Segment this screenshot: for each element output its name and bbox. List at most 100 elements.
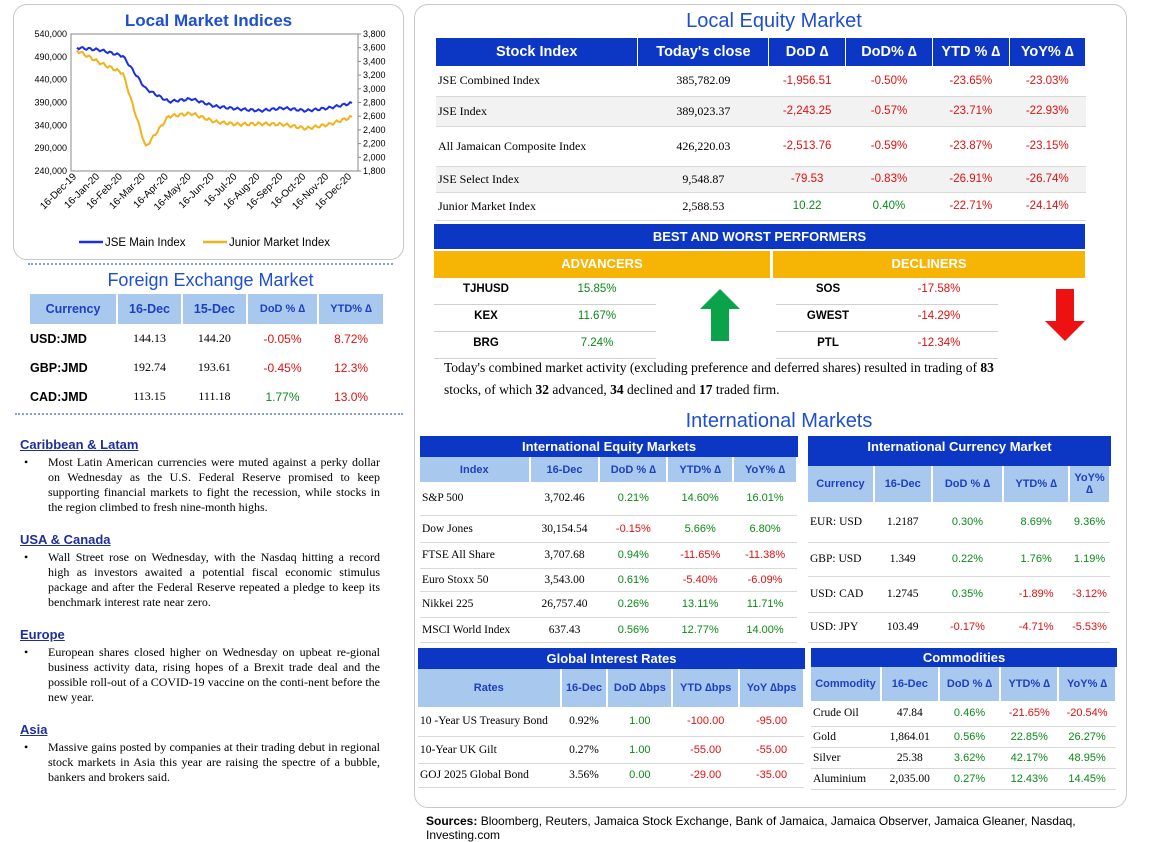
equity-row: JSE Combined Index 385,782.09 -1,956.51 -0.… bbox=[436, 66, 1086, 96]
intl-equity-name: Nikkei 225 bbox=[422, 598, 474, 610]
rates-dod: 0.00 bbox=[629, 769, 651, 781]
equity-close: 426,220.03 bbox=[676, 138, 731, 153]
equity-dod: -79.53 bbox=[790, 173, 824, 185]
news-item: Asia Massive gains posted by companies at… bbox=[20, 722, 380, 785]
equity-ytd: -23.65% bbox=[949, 74, 993, 87]
performer-change: 15.85% bbox=[577, 283, 617, 295]
intl-equity-dod: 0.56% bbox=[617, 623, 649, 636]
intl-equity-value: 637.43 bbox=[548, 623, 581, 636]
intl-equity-row: Dow Jones 30,154.54 -0.15% 5.66% 6.80% bbox=[420, 515, 797, 542]
intl-currency-header-cell: YoY% ∆ bbox=[1069, 466, 1111, 502]
intl-currency-yoy: 9.36% bbox=[1073, 515, 1106, 528]
equity-yoy: -22.93% bbox=[1025, 105, 1069, 117]
intl-equity-yoy: -11.38% bbox=[744, 549, 786, 561]
news-heading: Asia bbox=[20, 722, 48, 737]
commodities-dod: 0.56% bbox=[953, 730, 986, 743]
news-heading: Caribbean & Latam bbox=[20, 437, 139, 452]
commodities-value: 2,035.00 bbox=[889, 772, 930, 785]
right-tick-label: 2,600 bbox=[363, 111, 386, 121]
right-tick-label: 3,400 bbox=[363, 56, 386, 66]
right-tick-label: 2,400 bbox=[363, 125, 386, 135]
equity-row: Junior Market Index 2,588.53 10.22 0.40% -22… bbox=[436, 192, 1086, 220]
news-heading: Europe bbox=[20, 627, 65, 642]
intl-currency-value: 1.349 bbox=[889, 553, 916, 565]
performer-symbol: BRG bbox=[473, 337, 499, 349]
market-summary: Today's combined market activity (exclud… bbox=[444, 357, 1084, 401]
advancers-list: TJHUSD 15.85% KEX 11.67% BRG 7.24% bbox=[434, 278, 656, 359]
rates-title: Global Interest Rates bbox=[418, 648, 805, 669]
equity-row: JSE Select Index 9,548.87 -79.53 -0.83% -26.… bbox=[436, 166, 1086, 192]
rates-header-cell: YTD ∆bps bbox=[672, 669, 741, 707]
fx-value: 113.15 bbox=[133, 389, 166, 403]
commodities-header-cell: YTD% ∆ bbox=[1000, 667, 1060, 701]
equity-index-name: JSE Index bbox=[438, 103, 487, 118]
decliners-list: SOS -17.58% GWEST -14.29% PTL -12.34% bbox=[776, 278, 998, 359]
left-tick-label: 490,000 bbox=[34, 52, 67, 62]
commodities-header-cell: Commodity bbox=[811, 667, 882, 701]
intl-currency-row: GBP: USD 1.349 0.22% 1.76% 1.19% bbox=[808, 542, 1110, 576]
summary-declined: 34 bbox=[610, 382, 624, 397]
legend-junior-label: Junior Market Index bbox=[229, 237, 330, 249]
fx-currency: USD:JMD bbox=[30, 331, 87, 346]
rates-name: GOJ 2025 Global Bond bbox=[420, 769, 529, 781]
commodities-value: 25.38 bbox=[896, 751, 923, 764]
performer-row: SOS -17.58% bbox=[776, 278, 998, 305]
equity-header-cell: Today's close bbox=[637, 38, 770, 66]
intl-equity-title: International Equity Markets bbox=[420, 436, 798, 457]
performer-row: PTL -12.34% bbox=[776, 332, 998, 359]
commodities-row: Silver 25.38 3.62% 42.17% 48.95% bbox=[811, 747, 1116, 768]
intl-currency-row: USD: CAD 1.2745 0.35% -1.89% -3.12% bbox=[808, 576, 1110, 612]
intl-currency-value: 103.49 bbox=[886, 621, 919, 633]
intl-currency-dod: 0.22% bbox=[951, 553, 984, 565]
equity-ytd: -23.71% bbox=[949, 105, 993, 117]
performer-row: GWEST -14.29% bbox=[776, 305, 998, 332]
rates-dod: 1.00 bbox=[629, 715, 651, 728]
rates-row: GOJ 2025 Global Bond 3.56% 0.00 -29.00 -35.0… bbox=[418, 763, 804, 787]
local-indices-title: Local Market Indices bbox=[124, 11, 293, 30]
intl-currency-name: USD: CAD bbox=[810, 588, 864, 600]
intl-equity-row: FTSE All Share 3,707.68 0.94% -11.65% -11.38… bbox=[420, 542, 797, 568]
performer-change: -17.58% bbox=[917, 283, 961, 295]
intl-equity-header-cell: YoY% ∆ bbox=[733, 457, 798, 482]
left-tick-label: 240,000 bbox=[34, 166, 67, 176]
rates-yoy: -95.00 bbox=[755, 715, 788, 728]
commodities-value: 1,864.01 bbox=[889, 730, 930, 743]
intl-equity-row: S&P 500 3,702.46 0.21% 14.60% 16.01% bbox=[420, 482, 797, 515]
performer-symbol: SOS bbox=[815, 283, 841, 295]
rates-row: 10-Year UK Gilt 0.27% 1.00 -55.00 -55.00 bbox=[418, 736, 804, 763]
news-text: Wall Street rose on Wednesday, with the … bbox=[20, 550, 380, 610]
intl-equity-name: FTSE All Share bbox=[422, 549, 495, 561]
equity-yoy: -23.15% bbox=[1025, 140, 1069, 152]
performer-symbol: PTL bbox=[817, 337, 839, 349]
fx-row: GBP:JMD 192.74 193.61 -0.45% 12.3% bbox=[30, 353, 384, 382]
jse-main-series-line bbox=[76, 45, 353, 114]
intl-currency-yoy: 1.19% bbox=[1073, 553, 1106, 565]
fx-value: 192.74 bbox=[133, 360, 166, 374]
intl-equity-dod: 0.21% bbox=[617, 492, 649, 505]
intl-equity-dod: 0.26% bbox=[617, 598, 649, 610]
intl-currency-row: EUR: USD 1.2187 0.30% 8.69% 9.36% bbox=[808, 502, 1110, 542]
summary-advanced: 32 bbox=[535, 382, 550, 397]
rates-row: 10 -Year US Treasury Bond 0.92% 1.00 -100.0… bbox=[418, 707, 804, 736]
intl-equity-value: 3,702.46 bbox=[544, 492, 585, 505]
commodities-header-cell: YoY% ∆ bbox=[1058, 667, 1117, 701]
intl-equity-header-cell: Index bbox=[420, 457, 531, 482]
rates-dod: 1.00 bbox=[629, 743, 651, 756]
rates-header-cell: YoY ∆bps bbox=[739, 669, 805, 707]
left-tick-label: 390,000 bbox=[34, 98, 67, 108]
intl-currency-header-cell: YTD% ∆ bbox=[1003, 466, 1071, 502]
equity-dod: -2,513.76 bbox=[782, 140, 832, 152]
fx-row: CAD:JMD 113.15 111.18 1.77% 13.0% bbox=[30, 382, 384, 411]
intl-equity-yoy: -6.09% bbox=[747, 573, 783, 586]
advancers-label: ADVANCERS bbox=[434, 251, 770, 278]
right-tick-label: 3,800 bbox=[363, 29, 386, 39]
sources-label: Sources: bbox=[426, 814, 478, 828]
commodities-row: Gold 1,864.01 0.56% 22.85% 26.27% bbox=[811, 726, 1116, 747]
intl-currency-header-cell: Currency bbox=[808, 466, 875, 502]
news-text: Most Latin American currencies were mute… bbox=[20, 455, 380, 515]
performer-row: KEX 11.67% bbox=[434, 305, 656, 332]
equity-dod: 10.22 bbox=[792, 200, 822, 212]
intl-equity-dod: -0.15% bbox=[615, 522, 651, 535]
commodities-dod: 0.27% bbox=[953, 772, 986, 785]
news-item: Europe European shares closed higher on W… bbox=[20, 627, 380, 705]
